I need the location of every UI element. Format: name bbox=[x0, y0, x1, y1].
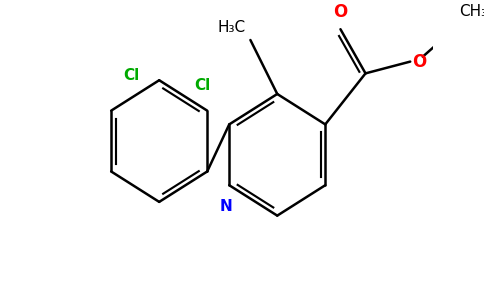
Text: Cl: Cl bbox=[123, 68, 139, 83]
Text: Cl: Cl bbox=[195, 78, 211, 93]
Text: CH₃: CH₃ bbox=[459, 4, 484, 20]
Text: O: O bbox=[333, 3, 348, 21]
Text: O: O bbox=[412, 52, 426, 70]
Text: H₃C: H₃C bbox=[218, 20, 246, 35]
Text: N: N bbox=[219, 199, 232, 214]
